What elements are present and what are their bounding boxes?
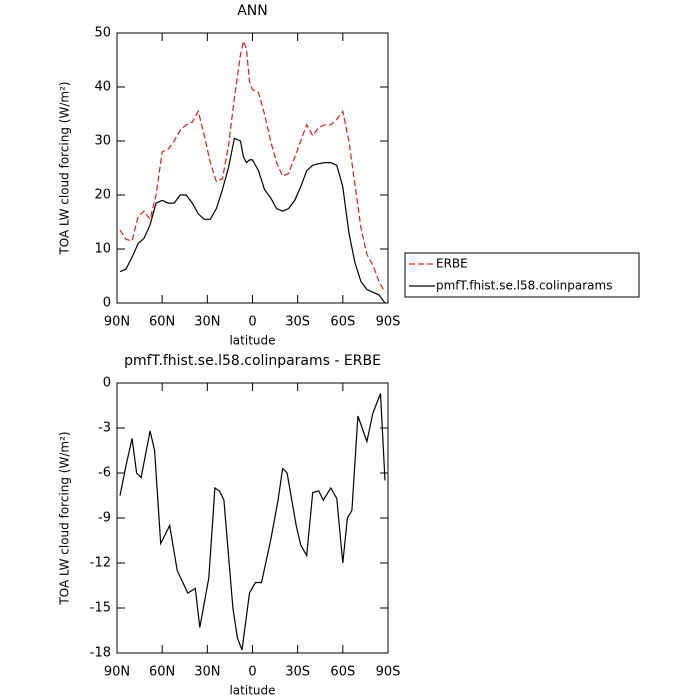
y-tick-label: 50 (94, 26, 111, 41)
x-tick-label: 0 (248, 665, 256, 680)
legend-label: pmfT.fhist.se.l58.colinparams (436, 279, 612, 293)
x-tick-label: 90S (376, 315, 401, 330)
x-axis-label: latitude (229, 684, 275, 698)
x-tick-label: 90N (104, 665, 130, 680)
y-axis-label: TOA LW cloud forcing (W/m²) (58, 431, 72, 605)
x-tick-label: 90N (104, 315, 130, 330)
data-line (119, 137, 386, 304)
y-tick-label: -15 (90, 601, 111, 616)
y-tick-label: 20 (94, 188, 111, 203)
legend-box (404, 252, 640, 298)
x-tick-label: 90S (376, 665, 401, 680)
y-tick-label: -6 (98, 466, 111, 481)
y-tick-label: 30 (94, 134, 111, 149)
y-tick-label: 0 (103, 376, 111, 391)
x-tick-label: 60N (149, 315, 175, 330)
data-line (119, 393, 386, 651)
x-tick-label: 30S (285, 315, 310, 330)
y-tick-label: 40 (94, 80, 111, 95)
chart-title: ANN (237, 3, 268, 19)
chart-title: pmfT.fhist.se.l58.colinparams - ERBE (124, 353, 381, 369)
data-line (119, 38, 386, 293)
x-tick-label: 60N (149, 665, 175, 680)
x-tick-label: 60S (330, 665, 355, 680)
y-tick-label: -3 (98, 421, 111, 436)
plot-frame (116, 382, 389, 654)
y-tick-label: 0 (103, 296, 111, 311)
x-tick-label: 30N (194, 665, 220, 680)
y-axis-label: TOA LW cloud forcing (W/m²) (58, 81, 72, 255)
y-tick-label: -12 (90, 556, 111, 571)
x-tick-label: 30S (285, 665, 310, 680)
legend-label: ERBE (436, 257, 468, 271)
x-axis-label: latitude (229, 334, 275, 348)
x-tick-label: 0 (248, 315, 256, 330)
plot-frame (116, 32, 389, 304)
x-tick-label: 60S (330, 315, 355, 330)
y-tick-label: -9 (98, 511, 111, 526)
x-tick-label: 30N (194, 315, 220, 330)
y-tick-label: -18 (90, 646, 111, 661)
y-tick-label: 10 (94, 242, 111, 257)
